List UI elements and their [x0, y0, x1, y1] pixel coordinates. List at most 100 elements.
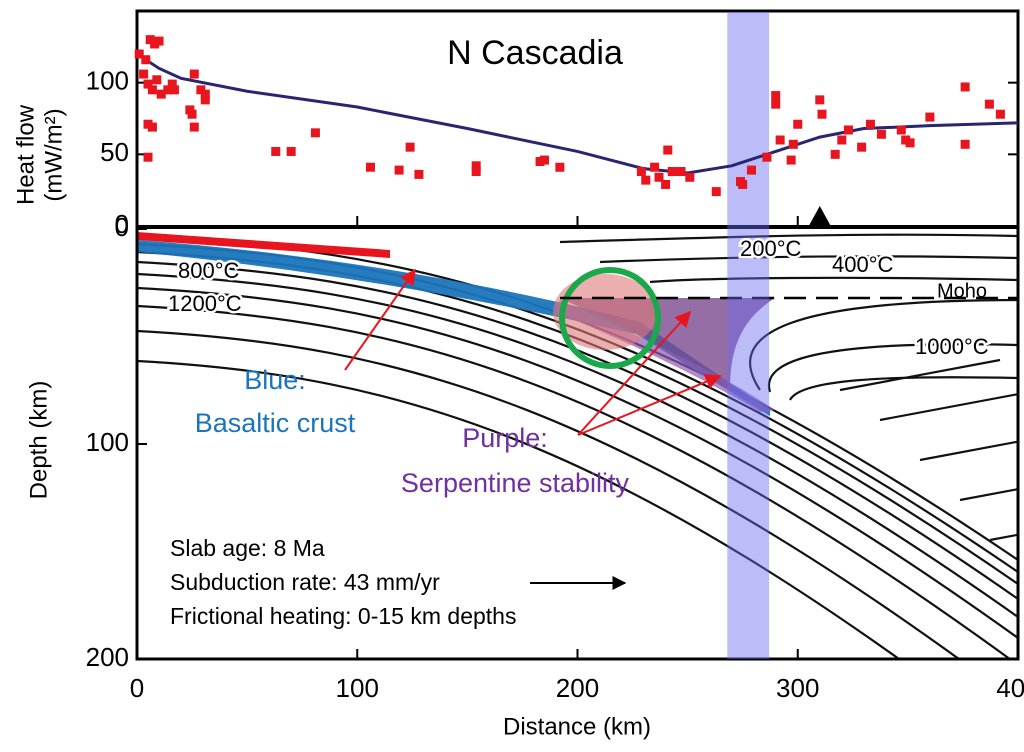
heat-flow-point	[865, 119, 875, 129]
contour	[137, 260, 1018, 600]
x-tick-label: 100	[336, 673, 379, 703]
heat-flow-point	[676, 167, 686, 177]
heat-flow-point	[169, 85, 179, 95]
arrow	[577, 310, 692, 436]
chart-title: N Cascadia	[447, 34, 623, 72]
heat-flow-point	[667, 167, 677, 177]
contour	[599, 255, 1018, 264]
heat-flow-point	[788, 139, 798, 149]
heat-flow-point	[139, 69, 149, 79]
heat-flow-point	[837, 135, 847, 145]
heat-flow-point	[143, 79, 153, 89]
heat-flow-point	[685, 172, 695, 182]
heat-flow-point	[771, 99, 781, 109]
heat-flow-point	[189, 122, 199, 132]
heat-flow-point	[471, 167, 481, 177]
highlight-band	[727, 12, 770, 659]
contour	[749, 298, 1018, 391]
heat-flow-point	[156, 89, 166, 99]
heat-flow-point	[905, 138, 915, 148]
heat-flow-point	[654, 172, 664, 182]
contour	[919, 440, 1018, 462]
heat-flow-point	[539, 155, 549, 165]
contour	[789, 376, 1018, 401]
heat-flow-point	[984, 99, 994, 109]
heat-flow-point	[167, 79, 177, 89]
annotation: Blue:	[244, 365, 306, 395]
heat-flow-point	[762, 152, 772, 162]
heat-flow-point	[152, 75, 162, 85]
heat-flow-point	[163, 85, 173, 95]
heat-flow-point	[365, 162, 375, 172]
heat-flow-point	[200, 95, 210, 105]
heat-flow-point	[200, 89, 210, 99]
isotherm-label: 800°C	[178, 258, 240, 283]
heat-flow-point	[786, 155, 796, 165]
heat-flow-point	[843, 125, 853, 135]
heat-flow-point	[661, 179, 671, 189]
heat-flow-point	[414, 169, 424, 179]
heat-flow-point	[738, 179, 748, 189]
heat-flow-point	[960, 139, 970, 149]
heat-flow-point	[636, 167, 646, 177]
contour	[879, 393, 1018, 422]
y-axis-label: Heat flow	[12, 104, 39, 205]
contour	[649, 276, 1018, 284]
contour	[767, 343, 1018, 393]
heat-flow-point	[187, 109, 197, 119]
x-tick-label: 400	[996, 673, 1024, 703]
heat-flow-point	[271, 146, 281, 156]
contour	[137, 272, 1018, 618]
frictional-heating	[137, 232, 390, 258]
x-tick-label: 0	[130, 673, 144, 703]
x-tick-label: 200	[556, 673, 599, 703]
annotation: Serpentine stability	[401, 468, 630, 498]
heat-flow-point	[143, 152, 153, 162]
heat-flow-point	[147, 122, 157, 132]
contour	[137, 359, 901, 659]
heat-flow-point	[925, 112, 935, 122]
heat-flow-point	[134, 49, 144, 59]
heat-flow-point	[650, 162, 660, 172]
heat-flow-point	[995, 109, 1005, 119]
y-tick-label: 100	[86, 427, 129, 457]
heat-flow-point	[663, 145, 673, 155]
y-axis-label: (mW/m²)	[40, 108, 67, 201]
heat-flow-point	[405, 142, 415, 152]
heat-flow-point	[815, 95, 825, 105]
contour	[959, 488, 1018, 502]
isotherm-label: 1200°C	[168, 291, 242, 316]
isotherm-label: 200°C	[740, 236, 802, 261]
arc-marker	[808, 206, 831, 226]
isotherm-label: 400°C	[832, 252, 894, 277]
annotation: Purple:	[462, 423, 548, 453]
contour	[137, 286, 1018, 639]
contour	[559, 233, 1018, 244]
x-tick-label: 300	[776, 673, 819, 703]
heat-flow-point	[154, 36, 164, 46]
y-tick-label: 50	[100, 137, 129, 167]
y-tick-label: 100	[86, 66, 129, 96]
heat-flow-point	[286, 146, 296, 156]
heat-flow-point	[830, 149, 840, 159]
y-tick-label: 0	[115, 212, 129, 242]
note: Subduction rate: 43 mm/yr	[170, 569, 440, 595]
highlight-circle	[559, 267, 661, 369]
y-tick-label: 0	[115, 209, 129, 239]
contour	[137, 304, 1012, 659]
heat-flow-point	[746, 165, 756, 175]
contour	[137, 329, 961, 659]
arrow	[344, 268, 416, 371]
annotation: Moho	[937, 280, 987, 302]
x-axis-label: Distance (km)	[503, 713, 651, 740]
heat-flow-point	[771, 91, 781, 101]
heat-flow-point	[775, 135, 785, 145]
annotation: Basaltic crust	[195, 408, 356, 438]
heat-flow-point	[555, 162, 565, 172]
heat-flow-point	[711, 187, 721, 197]
heat-flow-point	[394, 165, 404, 175]
contour	[839, 358, 1001, 392]
heat-flow-point	[310, 128, 320, 138]
y-tick-label: 200	[86, 642, 129, 672]
